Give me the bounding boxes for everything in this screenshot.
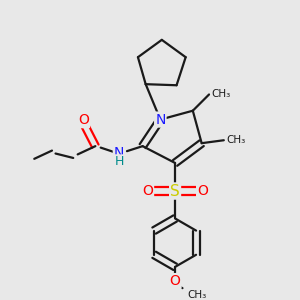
Text: CH₃: CH₃ [212,88,231,99]
Text: O: O [78,113,89,127]
Text: CH₃: CH₃ [226,135,245,145]
Text: CH₃: CH₃ [187,290,206,300]
Text: O: O [142,184,153,198]
Text: O: O [170,274,181,288]
Text: O: O [197,184,208,198]
Text: H: H [114,155,124,168]
Text: N: N [114,146,124,160]
Text: N: N [155,112,166,127]
Text: S: S [170,184,180,199]
